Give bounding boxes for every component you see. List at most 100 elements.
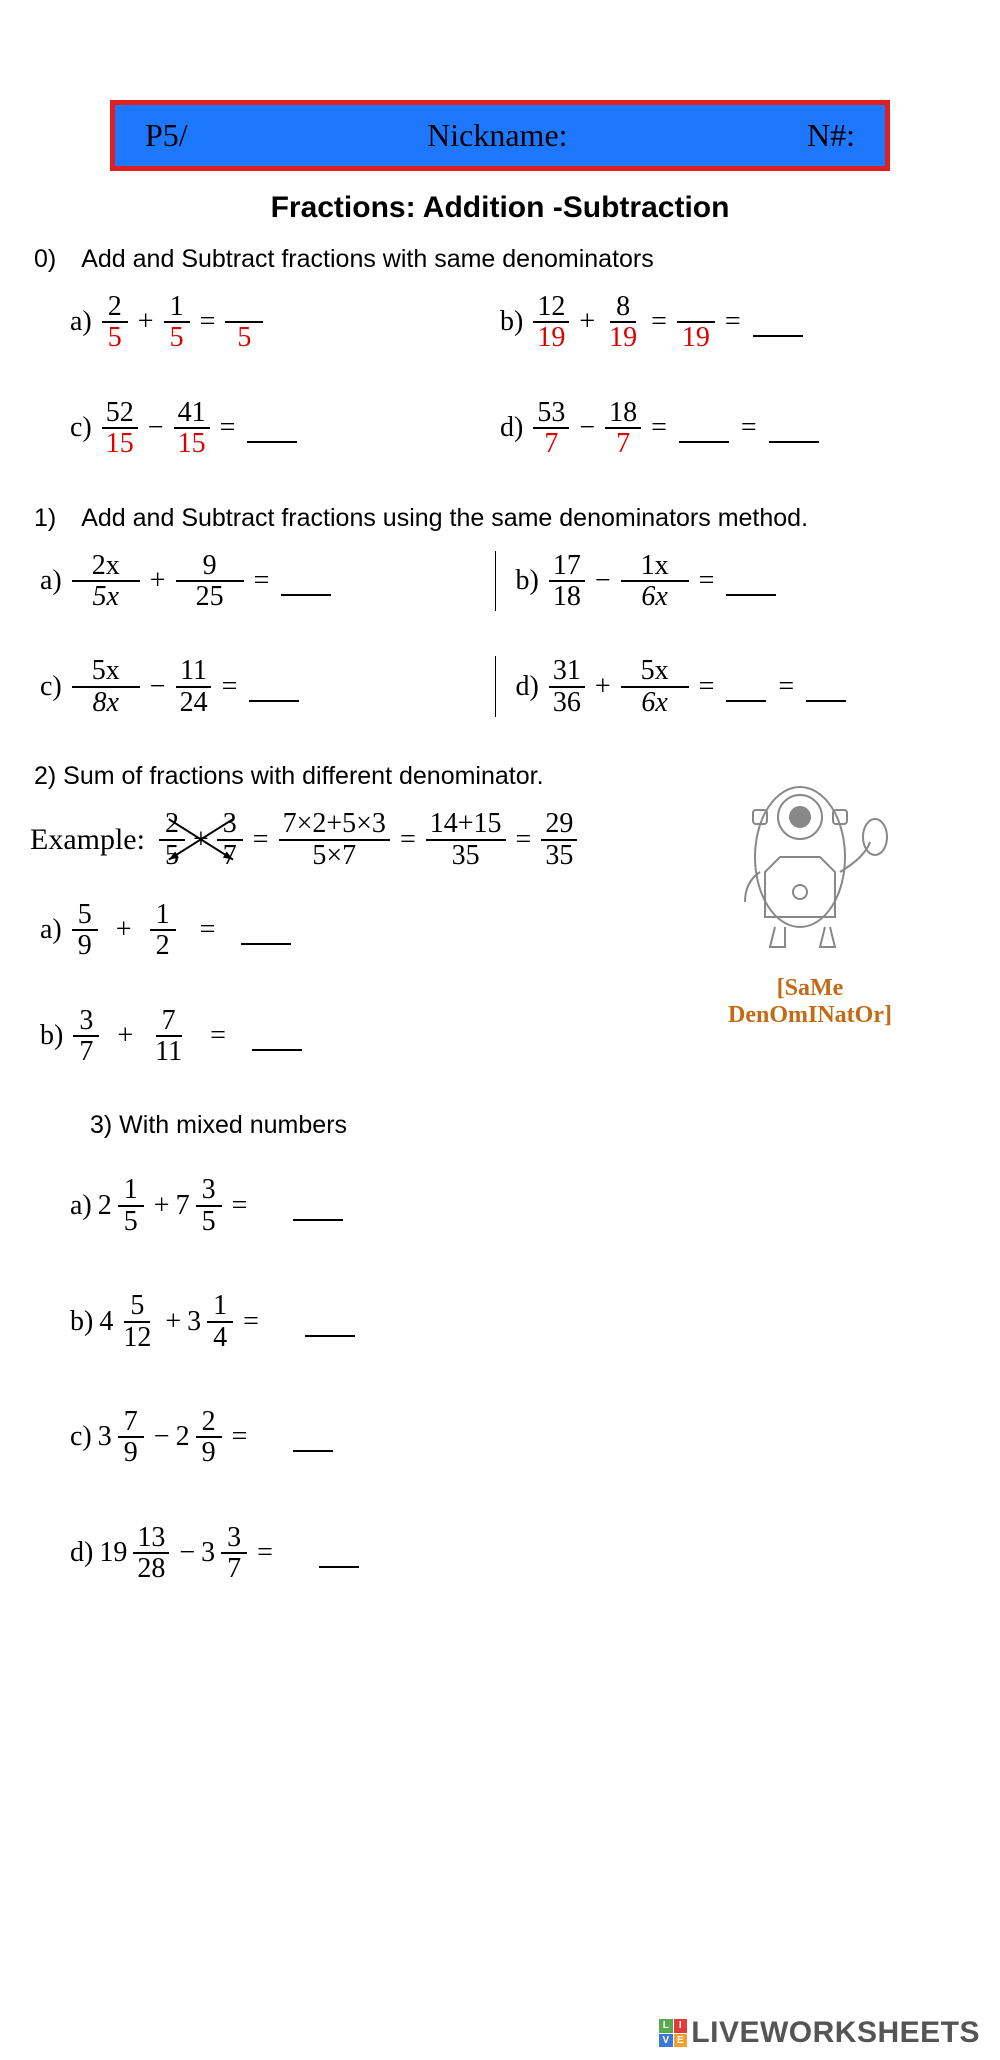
fraction: 37: [73, 1006, 99, 1067]
fraction: 5x6x: [621, 656, 689, 717]
answer-blank[interactable]: [726, 566, 776, 596]
equals: =: [254, 565, 270, 597]
q-label: d): [70, 1537, 93, 1569]
equals: =: [200, 306, 216, 338]
equals: =: [253, 824, 269, 856]
q-label: d): [500, 412, 523, 444]
fraction: 1718: [549, 551, 585, 612]
operator: −: [179, 1537, 195, 1569]
operator: +: [154, 1190, 170, 1222]
s3-row-a: a) 2 15 + 7 35 =: [70, 1175, 970, 1236]
equals: =: [257, 1537, 273, 1569]
minion-illustration: [SaMe DenOmINatOr]: [700, 762, 920, 1029]
q-label: a): [70, 306, 92, 338]
s0-row2: c) 5215 − 4115 = d) 537 − 187 = =: [30, 398, 970, 459]
fraction: 79: [118, 1407, 144, 1468]
q-label: b): [500, 306, 523, 338]
answer-blank[interactable]: [305, 1307, 355, 1337]
s1-heading: 1) Add and Subtract fractions using the …: [34, 504, 970, 533]
equals: =: [516, 824, 532, 856]
operator: +: [193, 824, 209, 856]
fraction: 1328: [133, 1523, 169, 1584]
equals: =: [232, 1190, 248, 1222]
answer-blank[interactable]: [806, 672, 846, 702]
q-label: c): [70, 1421, 92, 1453]
fraction: 5215: [102, 398, 138, 459]
fraction: 59: [72, 900, 98, 961]
fraction: 14: [207, 1291, 233, 1352]
equals: =: [699, 671, 715, 703]
whole: 3: [201, 1537, 215, 1569]
fraction: 1124: [176, 656, 212, 717]
q-label: a): [40, 565, 62, 597]
header-right: N#:: [807, 117, 855, 154]
operator: −: [150, 671, 166, 703]
operator: −: [148, 412, 164, 444]
whole: 3: [98, 1421, 112, 1453]
fraction: 37: [217, 809, 243, 870]
q-label: c): [70, 412, 92, 444]
section-2: 2) Sum of fractions with different denom…: [30, 762, 970, 1066]
fraction: 7×2+5×35×7: [279, 809, 390, 870]
fraction: 3136: [549, 656, 585, 717]
operator: −: [579, 412, 595, 444]
s1-row2: c) 5x8x − 1124 = d) 3136 + 5x6x = =: [30, 656, 970, 717]
answer-blank[interactable]: [293, 1191, 343, 1221]
operator: +: [165, 1306, 181, 1338]
fraction: 2x5x: [72, 551, 140, 612]
fraction: 1x6x: [621, 551, 689, 612]
fraction: 1219: [533, 292, 569, 353]
fraction: 25: [159, 809, 185, 870]
header-box: P5/ Nickname: N#:: [110, 100, 890, 171]
whole: 2: [98, 1190, 112, 1222]
operator: +: [595, 671, 611, 703]
operator: −: [154, 1421, 170, 1453]
equals: =: [651, 306, 667, 338]
answer-blank[interactable]: [319, 1538, 359, 1568]
s0-heading: 0) Add and Subtract fractions with same …: [34, 245, 970, 274]
page-title: Fractions: Addition -Subtraction: [30, 191, 970, 225]
equals: =: [651, 412, 667, 444]
answer-blank[interactable]: [726, 672, 766, 702]
fraction: 512: [119, 1291, 155, 1352]
cross-multiply-icon: 25 + 37: [155, 809, 247, 870]
s3-row-c: c) 3 79 − 2 29 =: [70, 1407, 970, 1468]
s3-heading: 3) With mixed numbers: [90, 1111, 970, 1140]
minion-icon: [720, 762, 900, 962]
answer-blank[interactable]: [241, 915, 291, 945]
equals: =: [400, 824, 416, 856]
equals: =: [200, 914, 216, 946]
fraction: 711: [151, 1006, 186, 1067]
equals: =: [699, 565, 715, 597]
q-label: b): [516, 565, 539, 597]
s0-row1: a) 25 + 15 = 5 b) 1219 + 819 = 19 =: [30, 292, 970, 353]
watermark: L I V E LIVEWORKSHEETS: [659, 2016, 980, 2050]
equals: =: [232, 1421, 248, 1453]
whole: 3: [187, 1306, 201, 1338]
live-logo-icon: L I V E: [659, 2019, 687, 2047]
fraction: 29: [196, 1407, 222, 1468]
equals: =: [210, 1020, 226, 1052]
answer-blank[interactable]: [281, 566, 331, 596]
equals: =: [778, 671, 794, 703]
answer-blank[interactable]: [249, 672, 299, 702]
answer-blank[interactable]: [679, 413, 729, 443]
answer-fraction[interactable]: 19: [677, 292, 715, 353]
fraction: 15: [118, 1175, 144, 1236]
answer-blank[interactable]: [252, 1021, 302, 1051]
operator: +: [116, 914, 132, 946]
answer-blank[interactable]: [753, 307, 803, 337]
fraction: 925: [176, 551, 244, 612]
answer-blank[interactable]: [293, 1422, 333, 1452]
header-left: P5/: [145, 117, 188, 154]
fraction: 35: [196, 1175, 222, 1236]
answer-fraction[interactable]: 5: [225, 292, 263, 353]
operator: +: [150, 565, 166, 597]
equals: =: [243, 1306, 259, 1338]
answer-blank[interactable]: [769, 413, 819, 443]
operator: +: [117, 1020, 133, 1052]
q-label: c): [40, 671, 62, 703]
watermark-text: LIVEWORKSHEETS: [691, 2016, 980, 2050]
operator: +: [579, 306, 595, 338]
answer-blank[interactable]: [247, 413, 297, 443]
